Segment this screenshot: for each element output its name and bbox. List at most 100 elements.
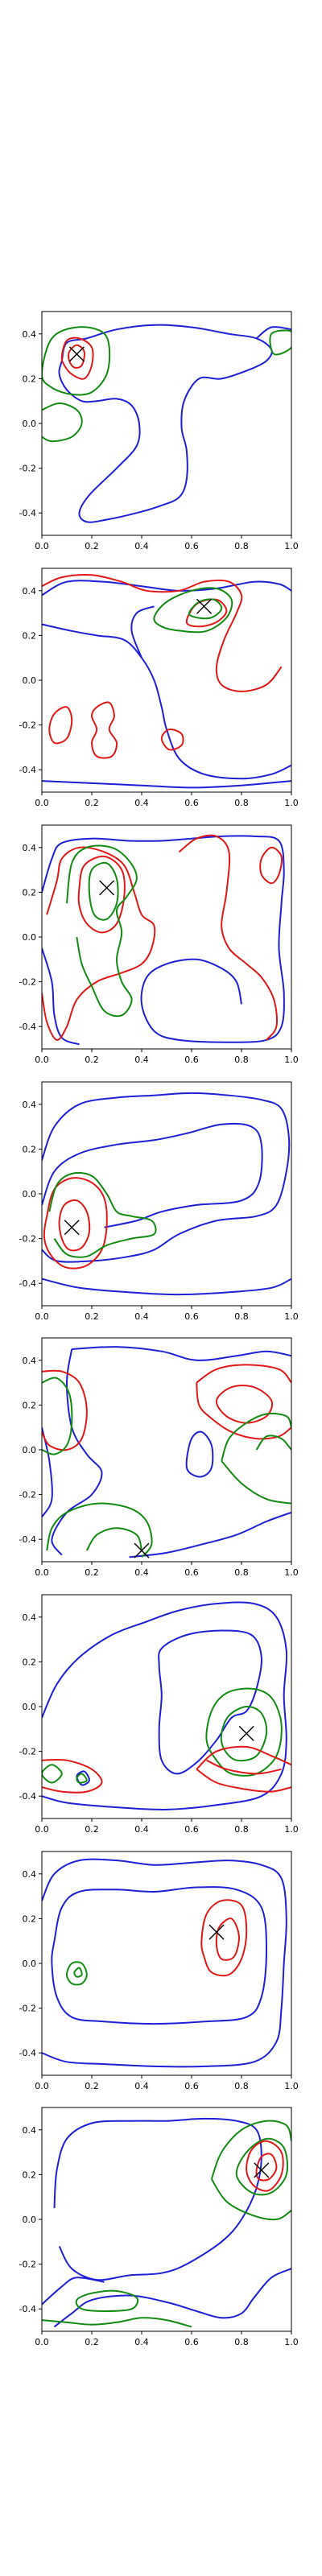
contour-line-blue-2 [255,326,291,340]
x-tick-label: 0.6 [184,2337,199,2347]
x-tick-label: 0.0 [35,1567,49,1578]
y-tick-label: 0.0 [23,1702,37,1712]
contour-line-red-3 [200,1899,248,1977]
x-marker [68,346,85,362]
contour-line-red-9 [215,1385,274,1424]
contour-line-red-6 [42,1369,88,1451]
x-tick-label: 0.6 [184,1311,199,1322]
plot-area [42,1092,291,1296]
chart-panel-4: 0.0 0.2 0.4 0.6 0.8 1.0 0.4 0.2 0.0 -0.2 -0.4 [19,1081,299,1322]
y-tick-label: 0.2 [23,887,37,898]
x-tick-label: 0.2 [85,1567,99,1578]
x-marker [196,598,212,614]
contour-line-green-15 [85,1527,142,1551]
contour-line-red-8 [91,701,118,759]
contour-line-green-13 [255,1435,291,1451]
y-tick-label: 0.0 [23,675,37,686]
contour-line-green-14 [46,1502,153,1558]
x-tick-label: 0.6 [184,798,199,808]
y-tick-label: 0.2 [23,630,37,641]
contour-line-red-9 [160,729,184,751]
x-tick-label: 0.0 [35,541,49,551]
contour-line-red-5 [58,1199,91,1252]
x-tick-label: 1.0 [284,1567,299,1578]
y-tick-label: -0.2 [19,2004,36,2014]
contour-line-blue-3 [42,1278,291,1296]
x-marker-stroke-b [134,1542,150,1558]
x-tick-label: 0.8 [234,1567,249,1578]
contour-line-red-3 [42,846,156,1041]
x-marker-stroke-b [238,1725,254,1741]
x-tick-label: 0.2 [85,1311,99,1322]
contour-line-green-5 [66,1961,88,1986]
contour-line-green-12 [221,1460,291,1505]
y-tick-label: -0.2 [19,1490,36,1501]
contour-line-blue-1 [58,324,273,523]
chart-panel-6: 0.0 0.2 0.4 0.6 0.8 1.0 0.4 0.2 0.0 -0.2 -0.4 [19,1594,299,1835]
x-marker [208,1924,225,1940]
x-tick-label: 0.0 [35,2337,49,2347]
contour-line-green-5 [210,2178,291,2221]
x-tick-label: 0.2 [85,1055,99,1065]
x-tick-label: 0.4 [134,1055,149,1065]
x-tick-label: 0.8 [234,541,249,551]
x-marker [99,880,115,896]
chart-panel-7: 0.0 0.2 0.4 0.6 0.8 1.0 0.4 0.2 0.0 -0.2 -0.4 [19,1851,299,2091]
contour-line-green-8 [42,2317,192,2328]
contour-line-blue-2 [42,947,80,1046]
x-marker-stroke-b [254,2162,270,2178]
contour-line-red-10 [206,1759,282,1775]
x-tick-label: 0.4 [134,2081,149,2091]
contour-line-green-10 [153,587,233,634]
contour-line-red-6 [60,336,94,380]
chart-panel-1: 0.0 0.2 0.4 0.6 0.8 1.0 0.4 0.2 0.0 -0.2 -0.4 [19,311,299,551]
x-tick-label: 0.8 [234,798,249,808]
contour-line-green-4 [210,2120,291,2180]
contour-line-blue-4 [185,1430,214,1478]
x-tick-label: 0.8 [234,1824,249,1835]
chart-panel-8: 0.0 0.2 0.4 0.6 0.8 1.0 0.4 0.2 0.0 -0.2 -0.4 [19,2107,299,2347]
x-marker [238,1725,254,1741]
contour-line-blue-1 [42,1858,287,2068]
x-tick-label: 1.0 [284,1055,299,1065]
y-tick-label: -0.4 [19,508,36,518]
y-tick-label: -0.2 [19,1747,36,1757]
contour-line-green-5 [269,329,291,356]
y-tick-label: 0.0 [23,2215,37,2225]
x-tick-label: 0.0 [35,1824,49,1835]
contour-line-green-7 [76,1773,88,1784]
plot-area [42,1601,291,1810]
x-tick-label: 0.4 [134,1567,149,1578]
y-tick-label: 0.2 [23,1400,37,1410]
x-tick-label: 1.0 [284,1311,299,1322]
plot-area [42,1346,291,1558]
x-tick-label: 0.6 [184,1567,199,1578]
contour-line-blue-3 [53,2268,291,2328]
plot-area [42,574,291,789]
x-tick-label: 0.8 [234,2337,249,2347]
y-tick-label: 0.0 [23,419,37,429]
x-tick-label: 0.2 [85,2081,99,2091]
contour-line-red-4 [178,834,278,1041]
chart-panel-5: 0.0 0.2 0.4 0.6 0.8 1.0 0.4 0.2 0.0 -0.2 -0.4 [19,1337,299,1578]
contour-line-green-6 [48,1171,157,1258]
contour-line-blue-2 [51,1886,267,2025]
y-tick-label: 0.0 [23,1445,37,1455]
x-marker-stroke-b [68,346,85,362]
y-tick-label: 0.4 [23,2125,37,2136]
x-tick-label: 0.6 [184,1824,199,1835]
x-marker-stroke-b [208,1924,225,1940]
y-tick-label: -0.2 [19,2260,36,2270]
contour-line-red-6 [77,855,126,934]
contour-line-green-6 [235,2137,289,2196]
y-tick-label: 0.2 [23,2169,37,2180]
y-tick-label: -0.4 [19,1534,36,1545]
contour-line-blue-2 [42,2277,105,2306]
contour-line-red-11 [42,1758,103,1794]
y-tick-label: -0.4 [19,765,36,775]
contour-line-blue-3 [130,605,155,658]
y-tick-label: -0.2 [19,464,36,474]
y-tick-label: 0.2 [23,1657,37,1667]
contour-line-green-4 [42,402,83,443]
